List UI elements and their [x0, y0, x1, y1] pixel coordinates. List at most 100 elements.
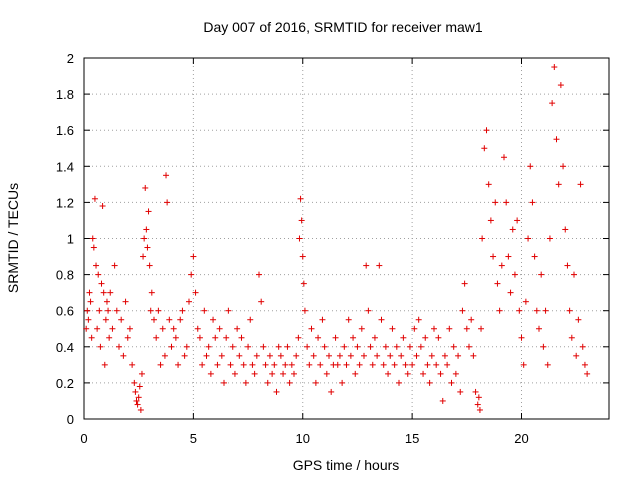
data-point	[236, 352, 243, 359]
data-point	[138, 370, 145, 377]
data-point	[103, 298, 110, 305]
data-point	[146, 262, 153, 269]
data-point	[242, 379, 249, 386]
data-point	[116, 343, 122, 350]
data-point	[133, 397, 140, 404]
data-point	[516, 307, 523, 314]
y-tick-label: 1.4	[56, 159, 74, 174]
data-point	[86, 289, 93, 296]
data-point	[514, 217, 521, 224]
data-point	[478, 325, 485, 332]
data-point	[107, 289, 114, 296]
data-point	[387, 352, 394, 359]
data-point	[277, 352, 284, 359]
y-tick-label: 0.6	[56, 304, 74, 319]
data-point	[183, 343, 190, 350]
data-point	[88, 334, 95, 341]
data-point	[571, 271, 577, 278]
data-point	[575, 316, 582, 323]
data-point	[435, 334, 442, 341]
data-point	[426, 379, 433, 386]
data-point	[494, 280, 501, 287]
data-point	[525, 235, 532, 242]
data-point	[321, 343, 328, 350]
data-point	[531, 253, 538, 260]
data-point	[260, 343, 267, 350]
data-point	[398, 352, 405, 359]
data-point	[188, 271, 195, 278]
data-point	[93, 262, 100, 269]
data-point	[147, 307, 154, 314]
data-point	[336, 352, 343, 359]
x-tick-label: 15	[405, 431, 419, 446]
data-point	[529, 199, 536, 206]
data-point	[437, 370, 444, 377]
data-point	[409, 361, 416, 368]
data-point	[201, 307, 208, 314]
data-point	[251, 370, 258, 377]
data-point	[100, 289, 107, 296]
data-point	[113, 307, 120, 314]
data-point	[155, 307, 162, 314]
data-point	[308, 325, 315, 332]
data-point	[105, 307, 112, 314]
data-point	[509, 226, 516, 233]
data-point	[393, 343, 400, 350]
data-point	[153, 334, 160, 341]
data-point	[428, 352, 435, 359]
data-point	[84, 307, 91, 314]
data-point	[214, 361, 221, 368]
y-tick-label: 1.6	[56, 123, 74, 138]
data-point	[135, 394, 142, 401]
data-point	[120, 352, 127, 359]
data-point	[557, 82, 564, 89]
data-point	[172, 334, 179, 341]
data-point	[118, 316, 125, 323]
data-point	[479, 235, 486, 242]
data-point	[404, 370, 411, 377]
data-point	[94, 325, 101, 332]
y-tick-label: 1.8	[56, 87, 74, 102]
data-point	[411, 325, 418, 332]
data-point	[129, 361, 136, 368]
data-point	[389, 325, 396, 332]
data-point	[511, 271, 518, 278]
data-point	[475, 394, 482, 401]
data-point	[490, 253, 497, 260]
data-point	[238, 334, 245, 341]
data-point	[417, 343, 424, 350]
data-point	[137, 406, 144, 413]
data-point	[175, 361, 182, 368]
plot-frame	[83, 57, 610, 420]
data-point	[136, 383, 143, 390]
data-point	[527, 163, 534, 170]
data-point	[143, 226, 150, 233]
data-point	[446, 325, 453, 332]
data-point	[134, 401, 141, 408]
data-point	[568, 334, 575, 341]
data-point	[91, 195, 98, 202]
data-point	[382, 343, 389, 350]
data-point	[555, 181, 562, 188]
data-point	[385, 370, 392, 377]
data-point	[296, 235, 303, 242]
data-point	[98, 280, 105, 287]
data-point	[83, 325, 90, 332]
data-point	[293, 352, 300, 359]
data-point	[186, 298, 192, 305]
data-point	[216, 325, 223, 332]
x-axis-label: GPS time / hours	[293, 457, 400, 473]
data-point	[164, 199, 171, 206]
data-point	[298, 217, 305, 224]
x-tick-label: 0	[80, 431, 87, 446]
data-point	[431, 325, 437, 332]
data-point	[356, 361, 363, 368]
data-point	[262, 361, 269, 368]
data-point	[227, 361, 234, 368]
data-point	[544, 361, 551, 368]
data-point	[300, 280, 307, 287]
data-point	[448, 379, 455, 386]
data-point	[95, 271, 102, 278]
data-point	[564, 262, 571, 269]
